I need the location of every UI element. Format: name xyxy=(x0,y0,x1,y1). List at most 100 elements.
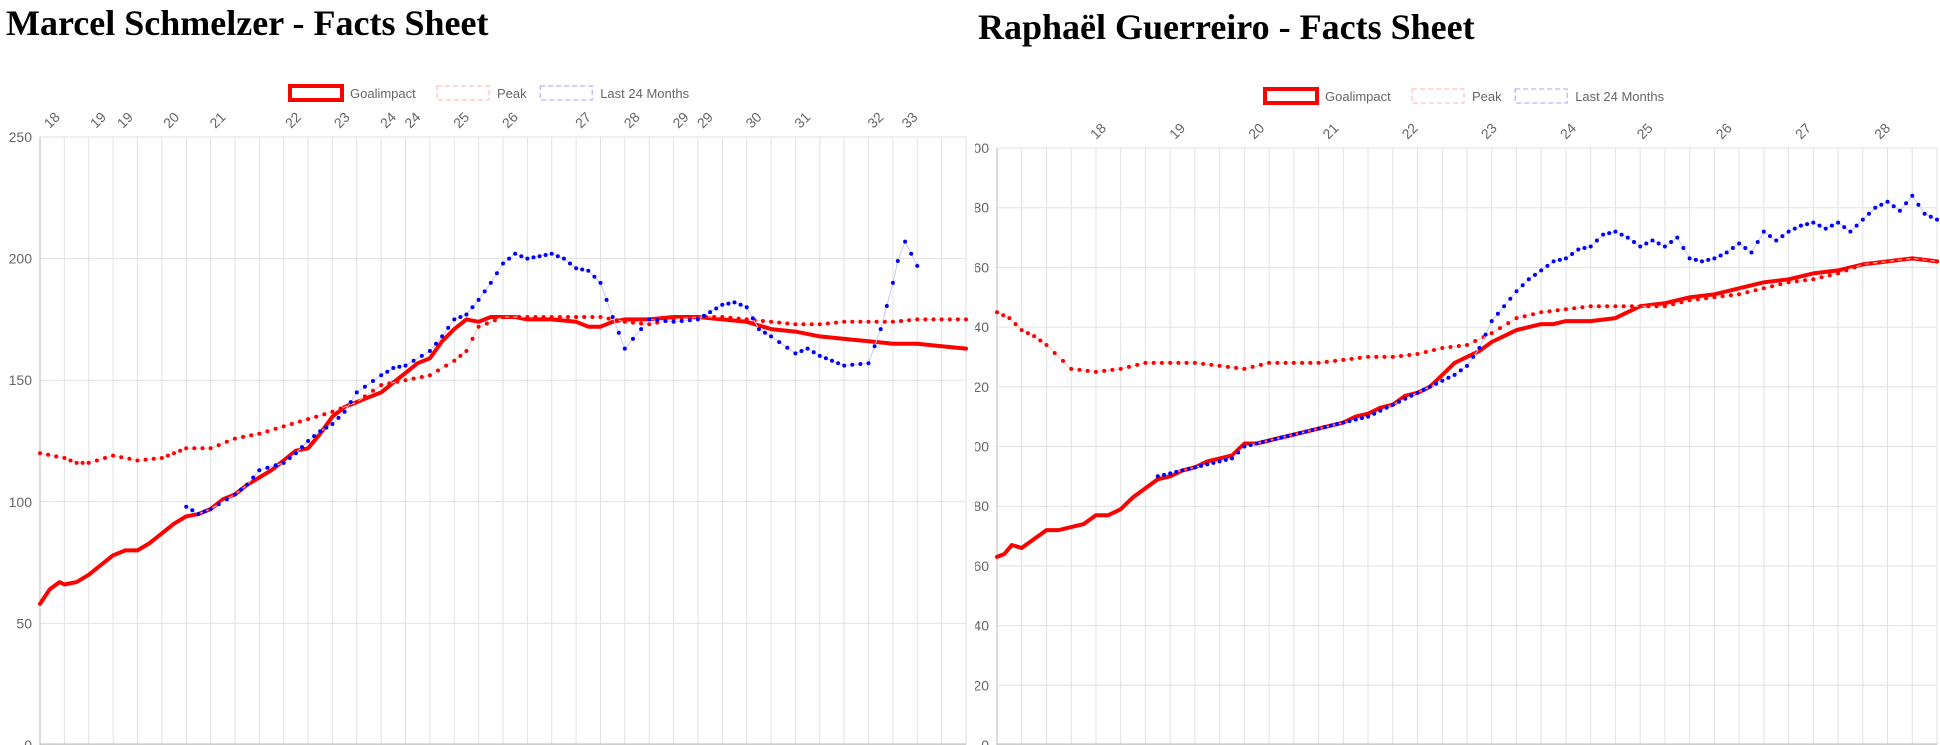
peak-point xyxy=(1547,309,1552,314)
peak-point xyxy=(1869,261,1873,266)
peak-point xyxy=(1069,366,1074,371)
legend-swatch-last24 xyxy=(539,85,593,101)
last24-point xyxy=(823,356,828,361)
last24-point xyxy=(239,487,243,492)
peak-point xyxy=(874,319,879,324)
last24-point xyxy=(702,313,706,318)
top-age-label: 22 xyxy=(1398,120,1420,142)
last24-point xyxy=(543,253,548,257)
last24-point xyxy=(647,317,652,322)
peak-point xyxy=(1489,331,1494,336)
last24-point xyxy=(1601,232,1606,237)
peak-point xyxy=(1794,279,1799,284)
peak-point xyxy=(184,446,189,451)
peak-point xyxy=(62,456,67,460)
peak-point xyxy=(54,454,59,459)
top-age-label: 24 xyxy=(1557,120,1579,142)
last24-point xyxy=(1854,223,1859,228)
peak-point xyxy=(273,426,278,431)
peak-point xyxy=(1506,321,1511,326)
peak-point xyxy=(151,456,156,461)
last24-point xyxy=(1223,457,1228,462)
peak-point xyxy=(94,458,99,463)
peak-point xyxy=(1324,359,1329,364)
last24-point xyxy=(1304,429,1309,434)
y-tick-label: 180 xyxy=(975,200,989,216)
peak-point xyxy=(1341,357,1346,362)
top-age-label: 23 xyxy=(1478,120,1500,142)
peak-point xyxy=(1514,316,1519,321)
last24-point xyxy=(1434,381,1439,386)
last24-point xyxy=(1217,459,1222,464)
peak-point xyxy=(1770,284,1775,289)
top-age-label: 24 xyxy=(377,109,399,131)
last24-point xyxy=(1563,256,1568,261)
peak-point xyxy=(639,321,644,326)
last24-point xyxy=(1860,217,1865,222)
last24-point xyxy=(1706,257,1711,262)
last24-point xyxy=(817,353,822,358)
last24-point xyxy=(196,512,201,516)
peak-point xyxy=(850,319,855,324)
last24-point xyxy=(251,475,256,480)
last24-point xyxy=(1291,432,1296,437)
last24-point xyxy=(1458,368,1463,373)
peak-point xyxy=(1201,361,1206,366)
last24-point xyxy=(1372,411,1377,416)
last24-point xyxy=(391,366,396,370)
peak-point xyxy=(1902,257,1906,262)
peak-point xyxy=(1126,364,1131,369)
last24-point xyxy=(470,305,475,310)
last24-point xyxy=(1811,220,1816,225)
last24-point xyxy=(785,345,790,350)
last24-point xyxy=(1471,354,1476,359)
top-age-label: 20 xyxy=(160,109,182,131)
peak-point xyxy=(452,358,457,363)
peak-point xyxy=(1596,304,1601,309)
last24-point xyxy=(1236,450,1241,455)
peak-point xyxy=(517,315,522,319)
peak-point xyxy=(46,452,51,457)
last24-point xyxy=(1520,283,1525,288)
last24-point xyxy=(1192,465,1197,470)
peak-point xyxy=(915,317,920,322)
peak-point xyxy=(1407,353,1412,357)
peak-point xyxy=(720,315,725,319)
last24-point xyxy=(858,362,863,366)
peak-point xyxy=(1217,363,1222,368)
peak-point xyxy=(1629,304,1634,309)
peak-point xyxy=(1102,368,1107,373)
last24-point xyxy=(1928,214,1933,219)
peak-point xyxy=(1209,362,1214,367)
last24-point xyxy=(318,429,323,434)
peak-point xyxy=(1019,328,1024,333)
last24-point xyxy=(663,319,668,323)
peak-point xyxy=(403,378,408,383)
top-age-label: 20 xyxy=(1245,120,1267,142)
peak-point xyxy=(777,320,782,325)
last24-point xyxy=(1322,425,1327,430)
last24-point xyxy=(1749,250,1754,255)
peak-point xyxy=(1844,268,1849,273)
peak-point xyxy=(509,315,514,319)
peak-point xyxy=(444,363,449,368)
last24-point xyxy=(531,255,536,260)
last24-point xyxy=(895,259,900,263)
last24-point xyxy=(1842,225,1847,230)
last24-point xyxy=(1335,422,1340,427)
last24-point xyxy=(610,315,615,319)
last24-point xyxy=(655,318,660,323)
last24-point xyxy=(580,267,585,272)
last24-point xyxy=(385,369,390,374)
peak-point xyxy=(1761,286,1766,291)
peak-point xyxy=(1448,345,1453,349)
last24-point xyxy=(1162,472,1166,477)
last24-point xyxy=(245,482,250,487)
peak-point xyxy=(834,320,838,325)
peak-point xyxy=(74,460,79,465)
last24-point xyxy=(1873,205,1878,210)
last24-point xyxy=(708,310,713,315)
peak-point xyxy=(135,458,140,463)
peak-point xyxy=(1093,369,1098,374)
last24-point xyxy=(1780,234,1785,239)
